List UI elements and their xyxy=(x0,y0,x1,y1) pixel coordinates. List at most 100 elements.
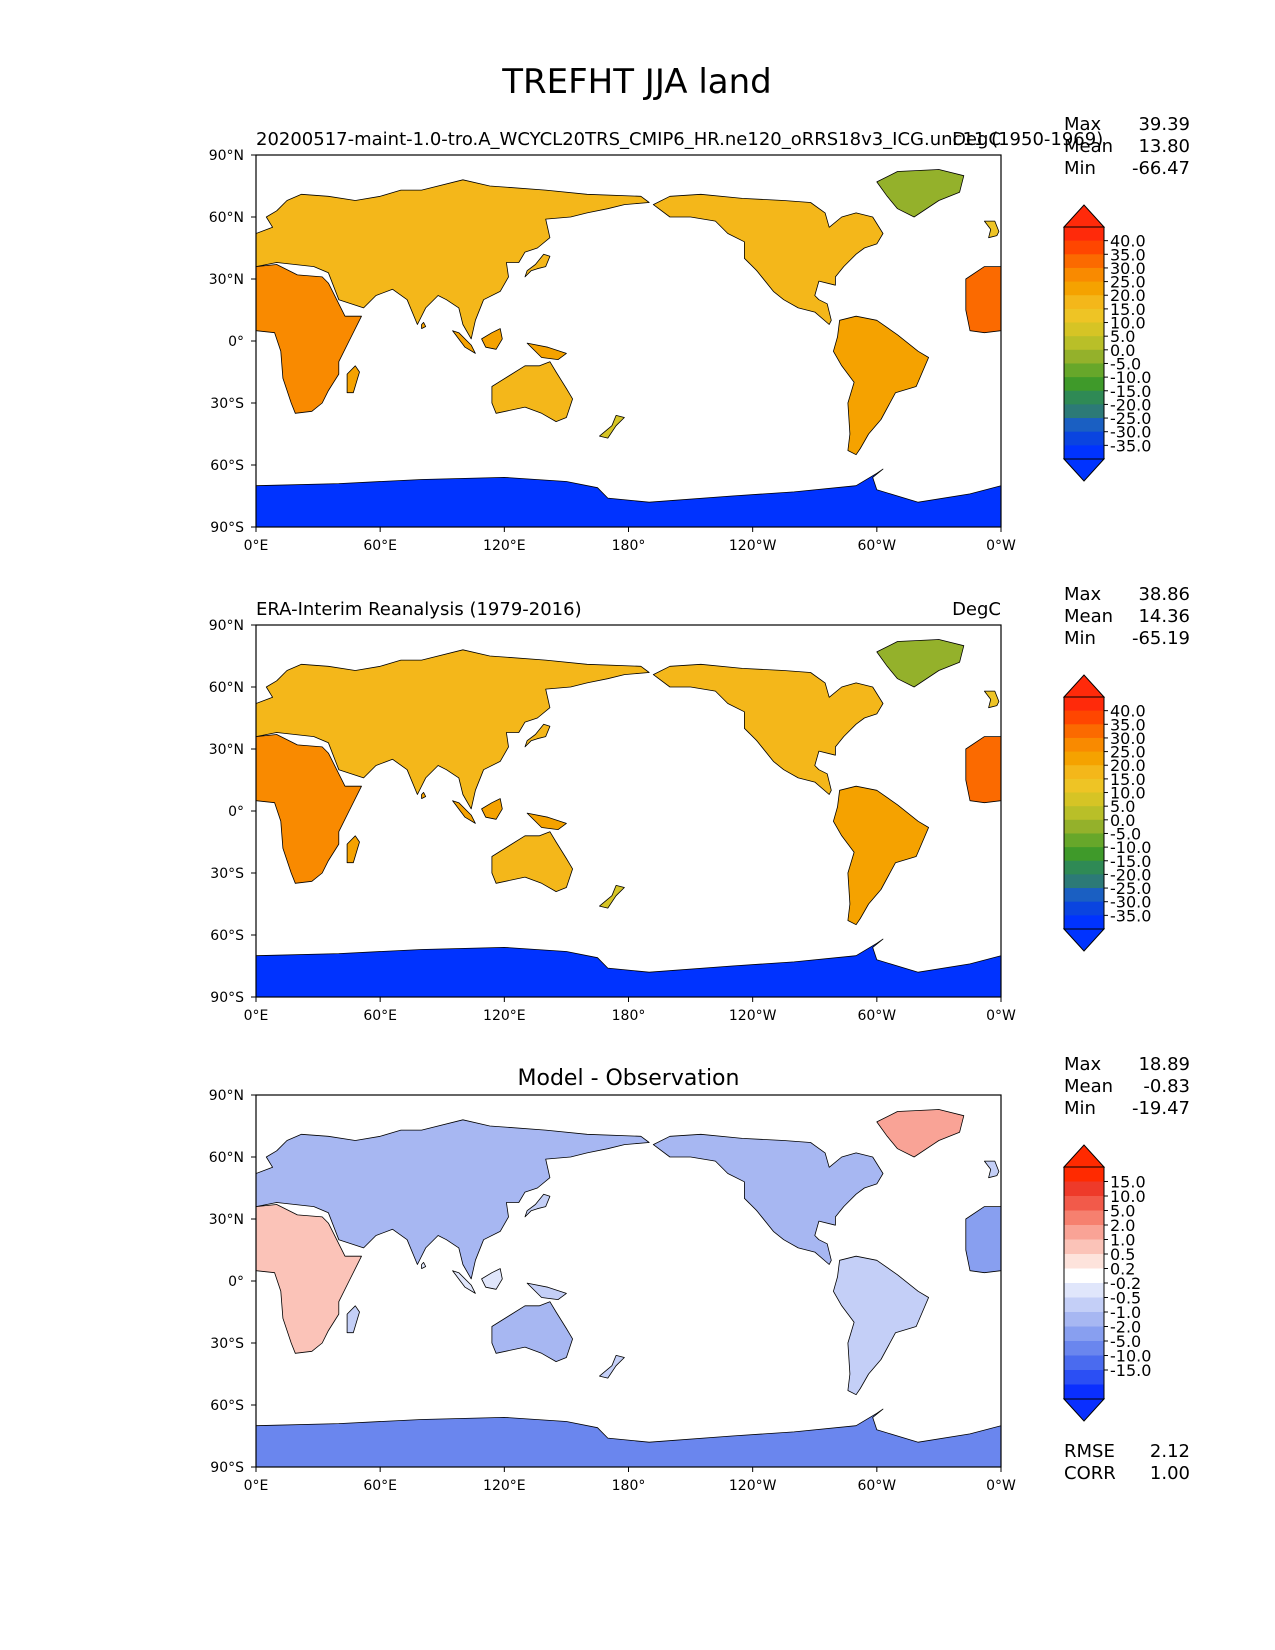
x-tick-label: 0°W xyxy=(986,1478,1016,1494)
colorbar-swatch xyxy=(1064,1225,1104,1240)
stat-label-min: Min xyxy=(1064,628,1096,649)
y-tick-label: 0° xyxy=(228,804,244,820)
land-antarctica xyxy=(256,1408,1001,1467)
land-australia xyxy=(491,831,573,892)
y-tick-label: 0° xyxy=(228,1274,244,1290)
x-tick-label: 180° xyxy=(612,1008,646,1024)
land-newGuinea xyxy=(526,1282,567,1300)
land-australia xyxy=(491,1301,573,1362)
figure-title: TREFHT JJA land xyxy=(501,62,772,102)
colorbar-label: -1.0 xyxy=(1110,1303,1141,1322)
stat-value-max: 18.89 xyxy=(1138,1054,1190,1075)
panel-title-right: DegC xyxy=(952,129,1001,150)
land-japan xyxy=(524,1193,551,1218)
stat-label-corr: CORR xyxy=(1064,1463,1116,1484)
colorbar-swatch xyxy=(1064,1355,1104,1371)
colorbar-swatch xyxy=(1064,737,1104,753)
stat-label-max: Max xyxy=(1064,584,1102,605)
land-antarctica xyxy=(256,468,1001,527)
y-tick-label: 90°N xyxy=(209,1088,244,1104)
colorbar-swatch xyxy=(1064,281,1104,296)
colorbar-label: -15.0 xyxy=(1110,852,1151,871)
colorbar-label: 15.0 xyxy=(1110,1173,1146,1192)
colorbar-label: -5.0 xyxy=(1110,1332,1141,1351)
land-northAmerica xyxy=(652,663,884,795)
colorbar-label: 35.0 xyxy=(1110,245,1146,264)
stat-label-max: Max xyxy=(1064,1054,1102,1075)
land-borneo xyxy=(481,328,503,350)
colorbar-swatch xyxy=(1064,322,1104,337)
x-tick-label: 60°E xyxy=(363,1478,397,1494)
land-africa xyxy=(256,1204,362,1354)
land-antarctica xyxy=(256,938,1001,997)
colorbar-swatch xyxy=(1064,1384,1104,1400)
colorbar-label: -20.0 xyxy=(1110,395,1151,414)
colorbar-label: 35.0 xyxy=(1110,715,1146,734)
land-westAfricaStrip xyxy=(965,736,1001,804)
colorbar-swatch xyxy=(1064,915,1104,930)
y-tick-label: 60°S xyxy=(210,458,244,474)
colorbar-label: 0.2 xyxy=(1110,1260,1135,1279)
colorbar-label: 20.0 xyxy=(1110,286,1146,305)
colorbar-swatch xyxy=(1064,1239,1104,1255)
colorbar-label: -5.0 xyxy=(1110,824,1141,843)
land-eurasia xyxy=(256,1119,650,1280)
panel-difference: Model - Observation 0°E 60°E 120°E 180° 120°W… xyxy=(209,1054,1190,1494)
colorbar-extend-top xyxy=(1062,204,1106,228)
colorbar-swatch xyxy=(1064,1341,1104,1356)
land-newZealand xyxy=(599,885,625,909)
colorbar: 40.035.030.025.020.015.010.05.00.0-5.0-1… xyxy=(1062,204,1151,482)
x-tick-label: 0°E xyxy=(244,538,269,554)
y-tick-label: 90°S xyxy=(210,990,244,1006)
map: 0°E 60°E 120°E 180° 120°W 60°W 0°W 90°N 60°N 30°N… xyxy=(209,618,1016,1024)
land-uk xyxy=(984,1160,1000,1179)
colorbar-label: 15.0 xyxy=(1110,770,1146,789)
x-tick-label: 60°E xyxy=(363,1008,397,1024)
x-tick-label: 180° xyxy=(612,1478,646,1494)
x-tick-label: 120°E xyxy=(483,1008,526,1024)
map: 0°E 60°E 120°E 180° 120°W 60°W 0°W 90°N 60°N 30°N… xyxy=(209,1088,1016,1494)
land-layer xyxy=(256,639,1001,997)
y-tick-label: 30°S xyxy=(210,866,244,882)
map: 0°E 60°E 120°E 180° 120°W 60°W 0°W 90°N 60°N 30°N… xyxy=(209,148,1016,554)
colorbar-swatch xyxy=(1064,1370,1104,1385)
stat-value-mean: 13.80 xyxy=(1138,136,1190,157)
colorbar: 40.035.030.025.020.015.010.05.00.0-5.0-1… xyxy=(1062,674,1151,952)
stat-label-rmse: RMSE xyxy=(1064,1441,1115,1462)
y-tick-label: 30°N xyxy=(209,272,244,288)
colorbar-label: 0.5 xyxy=(1110,1245,1135,1264)
stat-label-mean: Mean xyxy=(1064,1076,1113,1097)
land-eurasia xyxy=(256,179,650,340)
colorbar-swatch xyxy=(1064,1326,1104,1342)
panel-title-left: 20200517-maint-1.0-tro.A_WCYCL20TRS_CMIP… xyxy=(256,129,1103,150)
colorbar-label: 1.0 xyxy=(1110,1231,1135,1250)
colorbar-label: 0.0 xyxy=(1110,811,1135,830)
colorbar-swatch xyxy=(1064,751,1104,766)
colorbar-swatch xyxy=(1064,778,1104,794)
land-borneo xyxy=(481,1268,503,1290)
land-layer xyxy=(256,169,1001,527)
panels: 20200517-maint-1.0-tro.A_WCYCL20TRS_CMIP… xyxy=(209,114,1190,1494)
land-northAmerica xyxy=(652,193,884,325)
land-newZealand xyxy=(599,1355,625,1379)
colorbar-label: 30.0 xyxy=(1110,259,1146,278)
y-tick-label: 90°N xyxy=(209,148,244,164)
x-tick-label: 180° xyxy=(612,538,646,554)
colorbar-swatch xyxy=(1064,792,1104,807)
land-southAmerica xyxy=(833,1255,929,1396)
stat-label-max: Max xyxy=(1064,114,1102,135)
colorbar-label: -5.0 xyxy=(1110,354,1141,373)
colorbar-swatch xyxy=(1064,1268,1104,1284)
colorbar-swatch xyxy=(1064,227,1104,242)
land-greenland xyxy=(876,1109,965,1158)
colorbar-label: -25.0 xyxy=(1110,879,1151,898)
land-greenland xyxy=(876,169,965,218)
stat-value-mean: -0.83 xyxy=(1143,1076,1190,1097)
land-eurasia xyxy=(256,649,650,810)
land-newZealand xyxy=(599,415,625,439)
stat-value-max: 38.86 xyxy=(1138,584,1190,605)
land-madagascar xyxy=(346,835,360,864)
land-westAfricaStrip xyxy=(965,266,1001,334)
land-greenland xyxy=(876,639,965,688)
land-southAmerica xyxy=(833,315,929,456)
